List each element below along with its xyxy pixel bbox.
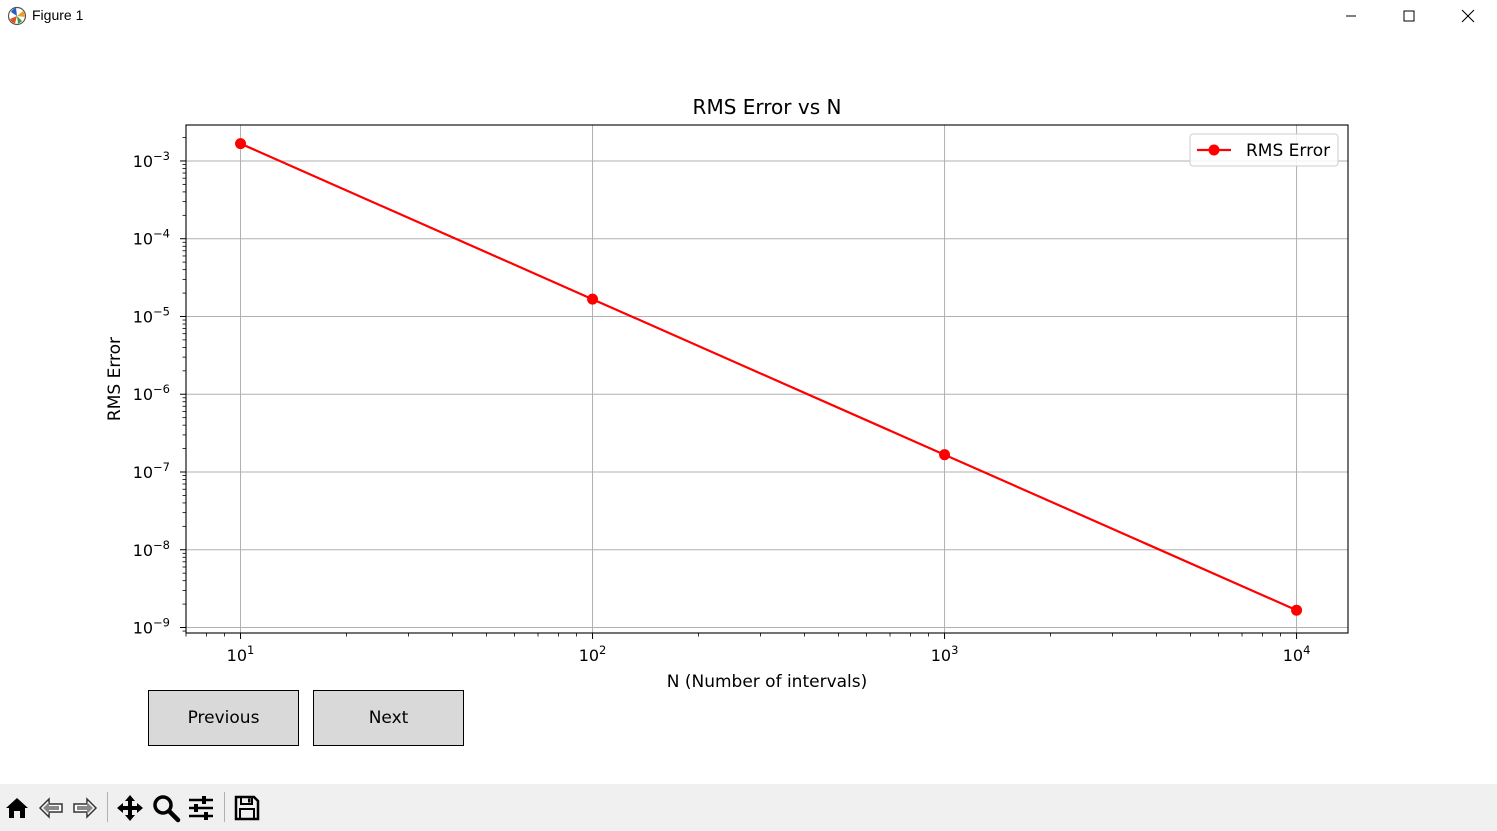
x-tick-label: 104 (1283, 643, 1311, 665)
minimize-icon (1346, 15, 1356, 17)
forward-icon (73, 797, 98, 819)
series-line (240, 142, 1298, 612)
y-tick-label: 10−5 (133, 304, 170, 326)
save-button[interactable] (231, 792, 263, 824)
chart: 101 102 103 104 10−3 10−4 10−5 10−6 10−7 10−8 10−9… (105, 95, 1349, 692)
forward-button[interactable] (69, 792, 101, 824)
toolbar-separator (224, 792, 225, 822)
home-icon (6, 798, 28, 818)
y-axis-label: RMS Error (105, 337, 125, 421)
legend-marker (1208, 144, 1220, 156)
legend-box (1189, 133, 1339, 167)
window-titlebar: Figure 1 (0, 0, 1497, 32)
back-button[interactable] (35, 792, 67, 824)
toolbar-separator (107, 792, 108, 822)
home-button[interactable] (1, 792, 33, 824)
y-tick-label: 10−7 (133, 460, 170, 482)
maximize-icon (1403, 10, 1415, 22)
zoom-button[interactable] (150, 792, 182, 824)
y-tick-label: 10−6 (133, 382, 170, 404)
maximize-button[interactable] (1380, 0, 1438, 32)
x-tick-label: 102 (579, 643, 607, 665)
configure-icon (189, 796, 213, 820)
data-point (235, 138, 247, 150)
axes-frame (185, 124, 1349, 634)
chart-title: RMS Error vs N (693, 95, 842, 119)
close-button[interactable] (1439, 0, 1497, 32)
close-icon (1461, 9, 1475, 23)
data-point (587, 293, 599, 305)
data-point (939, 449, 951, 461)
y-tick-label: 10−9 (133, 616, 170, 638)
navigation-toolbar (0, 784, 1497, 831)
figure-canvas[interactable]: 101 102 103 104 10−3 10−4 10−5 10−6 10−7 10−8 10−9… (0, 32, 1497, 784)
x-tick-label: 101 (227, 643, 255, 665)
x-tick-label: 103 (931, 643, 959, 665)
x-axis-label: N (Number of intervals) (667, 672, 868, 692)
pan-button[interactable] (114, 792, 146, 824)
y-tick-label: 10−4 (133, 227, 170, 249)
data-point (1291, 604, 1303, 616)
zoom-icon (153, 795, 181, 823)
y-tick-label: 10−8 (133, 538, 170, 560)
previous-button[interactable]: Previous (148, 690, 299, 746)
minimize-button[interactable] (1322, 0, 1380, 32)
window-title: Figure 1 (32, 7, 84, 23)
back-icon (38, 797, 63, 819)
y-tick-label: 10−3 (133, 149, 170, 171)
matplotlib-logo-icon (7, 6, 27, 26)
pan-icon (117, 795, 143, 821)
save-icon (234, 795, 260, 821)
next-button[interactable]: Next (313, 690, 464, 746)
legend-label: RMS Error (1246, 141, 1330, 161)
configure-button[interactable] (185, 792, 217, 824)
